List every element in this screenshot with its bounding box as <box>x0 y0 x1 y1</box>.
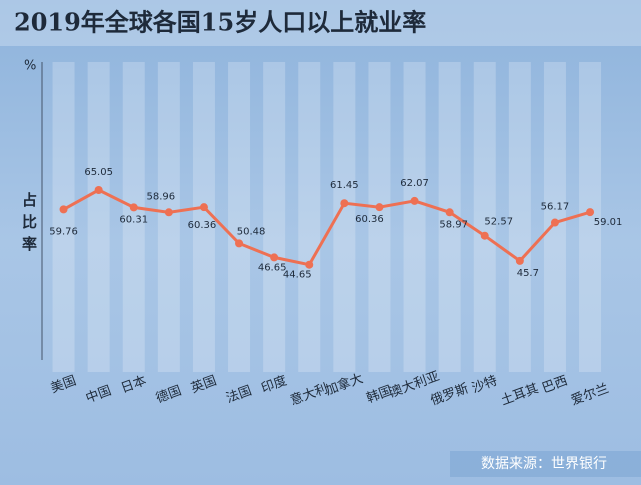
point <box>305 260 314 269</box>
stripe <box>368 62 391 372</box>
stripe <box>157 62 180 372</box>
value-label: 45.7 <box>517 268 539 279</box>
stripe <box>263 62 286 372</box>
point <box>129 203 138 212</box>
title-band <box>0 0 641 46</box>
stripe <box>298 62 321 372</box>
value-label: 60.36 <box>355 214 384 225</box>
point <box>375 203 384 212</box>
point <box>340 199 349 208</box>
point <box>199 203 208 212</box>
point <box>410 196 419 205</box>
stripe <box>122 62 145 372</box>
point <box>480 231 489 240</box>
value-label: 52.57 <box>484 217 513 228</box>
point <box>270 253 279 262</box>
value-label: 44.65 <box>283 270 312 281</box>
value-label: 58.97 <box>439 219 468 230</box>
stripe <box>87 62 110 372</box>
stripe <box>403 62 426 372</box>
stripe <box>52 62 75 372</box>
stripes <box>52 62 602 372</box>
value-label: 60.36 <box>188 220 217 231</box>
point <box>164 208 173 217</box>
stripe <box>579 62 602 372</box>
point <box>586 208 595 217</box>
stripe <box>333 62 356 372</box>
stripe <box>228 62 251 372</box>
source-band <box>450 451 641 477</box>
point <box>235 239 244 248</box>
value-label: 60.31 <box>119 214 148 225</box>
value-label: 59.01 <box>594 217 623 228</box>
source: 数据来源：世界银行 <box>481 456 607 472</box>
value-label: 62.07 <box>400 178 429 189</box>
line <box>62 188 591 267</box>
chart-title: 2019年全球各国15岁人口以上就业率 <box>14 8 426 37</box>
value-label: 59.76 <box>49 226 78 237</box>
stripe <box>192 62 215 372</box>
y-unit: % <box>24 59 36 74</box>
value-label: 58.96 <box>147 191 176 202</box>
value-label: 46.65 <box>258 262 287 273</box>
stripe <box>438 62 461 372</box>
point <box>515 256 524 265</box>
point <box>445 208 454 217</box>
stripe <box>473 62 496 372</box>
stripe <box>543 62 566 372</box>
value-label: 50.48 <box>237 226 266 237</box>
value-label: 56.17 <box>541 202 570 213</box>
point <box>59 205 68 214</box>
value-label: 61.45 <box>330 180 359 191</box>
value-label: 65.05 <box>84 167 113 178</box>
point <box>94 186 103 195</box>
y-axis-label: 占比率 <box>22 191 37 253</box>
point <box>550 218 559 227</box>
stripe <box>508 62 531 372</box>
